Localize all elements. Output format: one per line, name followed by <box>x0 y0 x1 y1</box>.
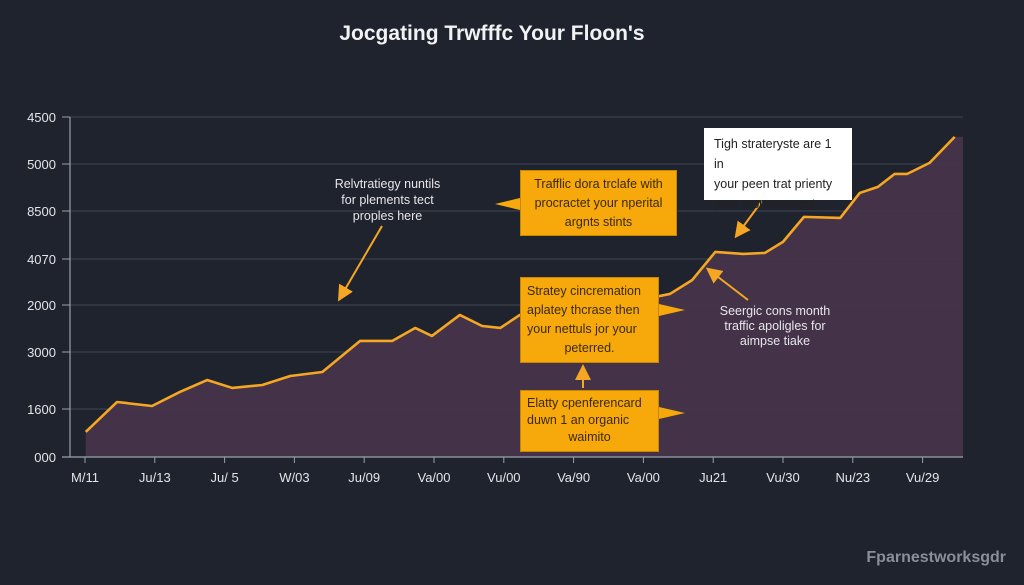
annotation-line: traffic apoligles for <box>724 319 826 333</box>
callout-pointer <box>659 304 685 316</box>
annotation-arrow <box>734 200 763 239</box>
x-tick-label: Ju21 <box>699 470 727 485</box>
annotation-line: waimito <box>568 430 611 444</box>
x-tick-label: W/03 <box>279 470 309 485</box>
chart-title: Jocgating Trwfffc Your Floon's <box>339 22 645 45</box>
x-tick-label: Vu/29 <box>906 470 940 485</box>
x-tick-label: Ju/ 5 <box>211 470 239 485</box>
annotation-6: Elatty cpenferencard duwn 1 an organic w… <box>520 390 659 452</box>
watermark: Fparnestworksgdr <box>866 549 1006 566</box>
annotation-4: Seergic cons month traffic apoligles for… <box>700 304 850 349</box>
y-tick-label: 4070 <box>27 252 56 267</box>
x-tick-label: M/11 <box>71 470 99 485</box>
x-tick-label: Va/90 <box>557 470 590 485</box>
annotation-line: Tigh strateryste are 1 in <box>714 137 832 171</box>
annotation-line: aplatey thcrase then <box>527 303 640 317</box>
annotation-line: Elatty cpenferencard <box>527 396 642 410</box>
annotation-line: argnts stints <box>564 215 633 229</box>
callout-pointer <box>495 198 520 210</box>
x-tick-label: Nu/23 <box>835 470 870 485</box>
annotation-line: Trafflic dora trclafe with <box>534 177 663 191</box>
callout-pointer <box>659 407 685 419</box>
annotation-line: duwn 1 an organic <box>527 413 630 427</box>
x-tick-label: Ju/13 <box>139 470 171 485</box>
y-tick-label: 8500 <box>27 204 56 219</box>
annotation-1: Relvtratiegy nuntils for plements tect p… <box>300 176 475 224</box>
annotation-arrow <box>337 225 383 302</box>
annotation-line: for plements tect <box>341 193 434 207</box>
annotation-3: Tigh strateryste are 1 in your peen trat… <box>704 128 852 211</box>
annotation-line: Stratey cincremation <box>527 284 641 298</box>
y-tick-label: 5000 <box>27 157 56 172</box>
area-fill <box>85 136 963 458</box>
annotation-line: procractet your nperital <box>534 196 663 210</box>
series-line <box>84 135 956 433</box>
x-tick-label: Ju/09 <box>348 470 380 485</box>
x-tick-label: Va/00 <box>627 470 660 485</box>
y-tick-label: 3000 <box>27 345 56 360</box>
annotation-line: your peen trat prienty <box>714 177 833 191</box>
annotation-2: Trafflic dora trclafe with procractet yo… <box>520 170 677 236</box>
annotation-5: Stratey cincremation aplatey thcrase the… <box>520 277 659 363</box>
annotation-line: aimpse tiake <box>739 334 811 348</box>
annotation-line: your nettuls jor your <box>527 322 637 336</box>
y-tick-label: 000 <box>34 450 56 465</box>
annotation-line: your mpremement. <box>714 197 819 211</box>
annotation-line: Relvtratiegy nuntils <box>334 177 441 191</box>
x-tick-label: Vu/30 <box>766 470 800 485</box>
y-tick-label: 2000 <box>27 298 56 313</box>
annotation-arrow <box>705 267 749 301</box>
y-tick-label: 1600 <box>27 402 56 417</box>
x-tick-label: Va/00 <box>417 470 450 485</box>
annotation-line: proples here <box>352 209 423 223</box>
x-tick-label: Vu/00 <box>487 470 521 485</box>
annotation-line: Seergic cons month <box>719 304 831 318</box>
y-tick-label: 4500 <box>27 110 56 125</box>
annotation-line: peterred. <box>564 341 615 355</box>
